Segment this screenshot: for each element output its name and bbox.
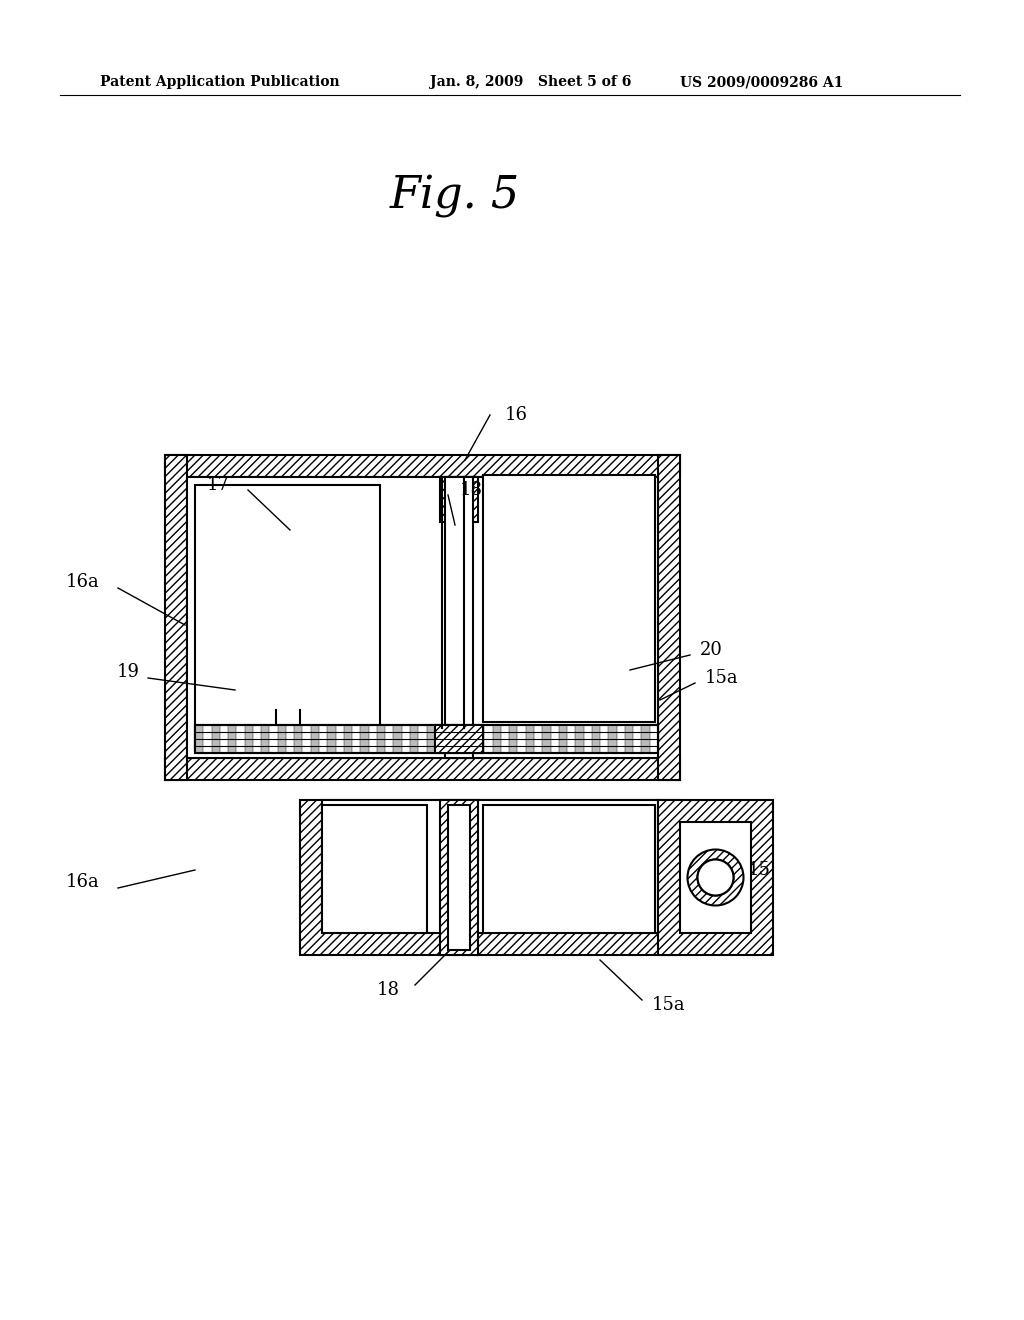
Text: Jan. 8, 2009   Sheet 5 of 6: Jan. 8, 2009 Sheet 5 of 6 (430, 75, 632, 88)
Bar (245, 725, 253, 752)
Bar (322, 805, 427, 933)
Bar (165, 455, 680, 477)
Bar (294, 725, 302, 752)
Text: 18: 18 (460, 480, 483, 499)
Bar (195, 725, 658, 752)
Bar (261, 725, 269, 752)
Bar (410, 725, 418, 752)
Text: 15: 15 (748, 861, 771, 879)
Bar (435, 725, 483, 752)
Bar (680, 822, 751, 933)
Bar (440, 477, 478, 521)
Bar (165, 758, 680, 780)
Circle shape (687, 850, 743, 906)
Bar (608, 725, 616, 752)
Text: 16: 16 (505, 407, 528, 424)
Bar (443, 725, 452, 752)
Bar (212, 725, 220, 752)
Bar (377, 725, 385, 752)
Bar (344, 725, 352, 752)
Bar (278, 725, 286, 752)
Text: Patent Application Publication: Patent Application Publication (100, 75, 340, 88)
Bar (195, 725, 658, 752)
Bar (658, 800, 773, 954)
Text: 16a: 16a (67, 573, 100, 591)
Text: Fig. 5: Fig. 5 (390, 176, 520, 218)
Text: 17: 17 (207, 477, 230, 494)
Circle shape (697, 859, 733, 895)
Bar (228, 725, 237, 752)
Text: 18: 18 (377, 981, 400, 999)
Bar (195, 725, 204, 752)
Bar (592, 725, 600, 752)
Bar (559, 725, 567, 752)
Bar (493, 725, 501, 752)
Bar (658, 455, 680, 780)
Bar (300, 800, 680, 954)
Bar (187, 477, 658, 758)
Bar (328, 725, 336, 752)
Bar (322, 800, 658, 933)
Bar (625, 725, 633, 752)
Bar (165, 455, 187, 780)
Text: US 2009/0009286 A1: US 2009/0009286 A1 (680, 75, 844, 88)
Bar (449, 805, 470, 950)
Bar (393, 725, 401, 752)
Text: 15a: 15a (652, 997, 686, 1014)
Bar (483, 805, 655, 933)
Bar (641, 725, 650, 752)
Text: 15a: 15a (705, 669, 738, 686)
Text: 16a: 16a (67, 873, 100, 891)
Bar (445, 477, 473, 758)
Bar (525, 725, 534, 752)
Bar (195, 484, 380, 750)
Bar (427, 725, 435, 752)
Bar (460, 725, 468, 752)
Bar (509, 725, 517, 752)
Text: 20: 20 (700, 642, 723, 659)
Text: 19: 19 (117, 663, 140, 681)
Bar (543, 725, 551, 752)
Bar (310, 725, 319, 752)
Bar (360, 725, 369, 752)
Bar (483, 475, 655, 722)
Bar (575, 725, 584, 752)
Bar (440, 800, 478, 954)
Bar (476, 725, 484, 752)
